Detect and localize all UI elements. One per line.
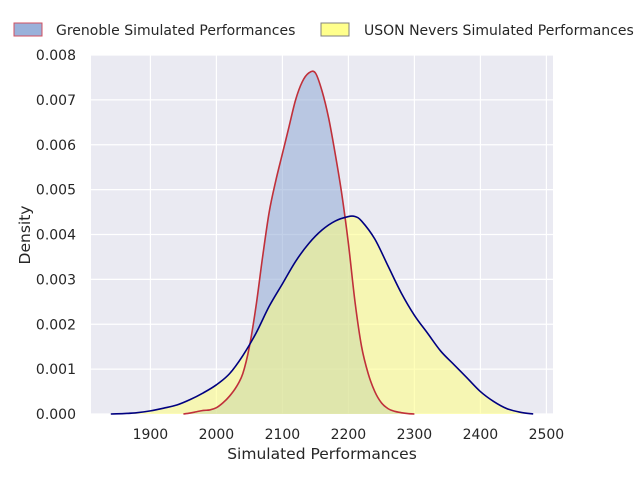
grenoble-density-line [183, 70, 415, 415]
uson-nevers-legend-swatch [320, 22, 350, 37]
y-tick-label: 0.000 [36, 407, 76, 423]
y-tick-label: 0.005 [36, 183, 76, 199]
uson-nevers-density-line [110, 215, 534, 415]
y-tick-label: 0.004 [36, 228, 76, 244]
x-tick-label: 1900 [133, 427, 169, 443]
x-tick-label: 2100 [265, 427, 301, 443]
uson-nevers-legend-label: USON Nevers Simulated Performances [364, 23, 634, 39]
x-tick-label: 2000 [199, 427, 235, 443]
series-lines [110, 70, 534, 415]
legend: Grenoble Simulated Performances USON Neve… [13, 22, 634, 39]
x-axis-label: Simulated Performances [227, 445, 417, 463]
x-tick-label: 2400 [463, 427, 499, 443]
x-tick-label: 2300 [397, 427, 433, 443]
y-tick-label: 0.007 [36, 93, 76, 109]
x-tick-label: 2200 [331, 427, 367, 443]
series-areas [110, 71, 534, 415]
y-tick-label: 0.002 [36, 317, 76, 333]
y-tick-label: 0.006 [36, 138, 76, 154]
x-tick-label: 2500 [529, 427, 565, 443]
y-tick-label: 0.008 [36, 48, 76, 64]
x-tick-labels: 1900 2000 2100 2200 2300 2400 2500 [133, 427, 565, 443]
y-tick-label: 0.001 [36, 362, 76, 378]
grenoble-legend-label: Grenoble Simulated Performances [56, 23, 295, 39]
grenoble-legend-swatch [13, 22, 43, 37]
y-axis-label: Density [16, 206, 34, 265]
y-tick-label: 0.003 [36, 272, 76, 288]
uson-nevers-density-area [110, 215, 534, 414]
y-tick-labels: 0.000 0.001 0.002 0.003 0.004 0.005 0.006 0.007… [36, 48, 76, 423]
